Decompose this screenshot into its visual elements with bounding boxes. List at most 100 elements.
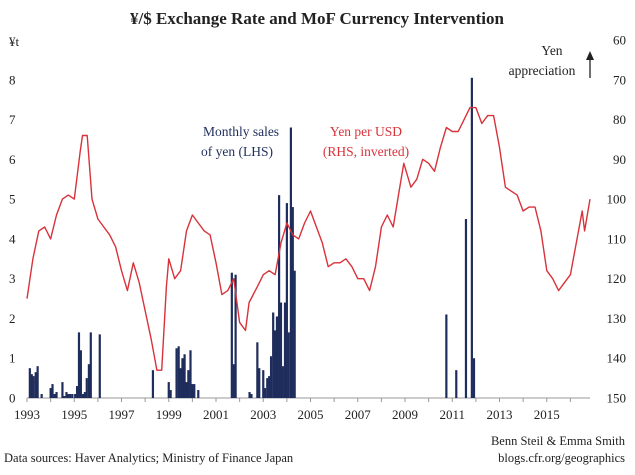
right-tick-label: 60 [613, 33, 626, 48]
intervention-bar [193, 384, 196, 398]
right-tick-label: 140 [607, 351, 627, 366]
intervention-bar [65, 392, 68, 398]
intervention-bar [175, 348, 178, 398]
intervention-bar [87, 364, 90, 398]
left-tick-label: 7 [9, 112, 16, 127]
right-tick-label: 90 [613, 152, 626, 167]
x-tick-label: 2005 [298, 407, 324, 422]
intervention-bar [181, 358, 184, 398]
intervention-bar [262, 370, 265, 398]
x-tick-label: 2003 [250, 407, 276, 422]
intervention-bar [283, 302, 287, 398]
intervention-bar [273, 330, 277, 398]
x-axis: 1993 1995 1997 1999 2001 2003 2005 2007 2009 2011… [14, 398, 571, 422]
intervention-bar [40, 394, 43, 398]
intervention-bar [89, 332, 92, 398]
intervention-bar [34, 372, 37, 398]
intervention-bar [75, 386, 79, 398]
intervention-bar [269, 356, 273, 398]
intervention-bar [264, 388, 267, 398]
intervention-bar [151, 370, 155, 398]
left-tick-label: 4 [9, 231, 16, 246]
intervention-bar [187, 370, 190, 398]
intervention-bar [289, 127, 292, 398]
yen-per-usd-line [26, 106, 591, 371]
intervention-bar [291, 207, 294, 398]
intervention-bar [464, 219, 468, 398]
bars-annotation-line-2: of yen (LHS) [201, 144, 273, 159]
appreciation-label-line-2: appreciation [509, 63, 576, 78]
left-tick-label: 1 [9, 351, 16, 366]
intervention-bar [169, 390, 172, 398]
left-tick-label: 5 [9, 192, 16, 207]
intervention-bar [36, 366, 39, 398]
intervention-bar [234, 274, 237, 398]
intervention-bar [281, 366, 284, 398]
x-tick-label: 2015 [534, 407, 560, 422]
line-annotation-line-2: (RHS, inverted) [323, 144, 409, 159]
intervention-bar [197, 390, 200, 398]
intervention-bar [272, 312, 275, 398]
intervention-bar [185, 382, 188, 398]
intervention-bar [293, 270, 296, 398]
intervention-bar [256, 342, 259, 398]
intervention-bar [287, 332, 290, 398]
intervention-bar [230, 272, 233, 398]
left-tick-label: 2 [9, 311, 16, 326]
intervention-bar [67, 394, 70, 398]
intervention-bar [232, 364, 235, 398]
intervention-bar [472, 358, 476, 398]
intervention-bar [28, 368, 31, 398]
right-tick-label: 100 [607, 192, 627, 207]
intervention-bar [81, 394, 85, 398]
intervention-bar [285, 203, 288, 398]
intervention-bar [74, 394, 77, 398]
right-tick-label: 120 [607, 271, 627, 286]
credit-url: blogs.cfr.org/geographics [498, 451, 625, 465]
right-tick-label: 80 [613, 112, 626, 127]
intervention-bar [77, 332, 81, 398]
intervention-bar [85, 378, 88, 398]
x-tick-label: 1993 [14, 407, 40, 422]
intervention-bar [189, 350, 192, 398]
intervention-bar [177, 346, 180, 398]
intervention-bar [61, 382, 64, 398]
intervention-bar [55, 392, 58, 398]
right-tick-label: 70 [613, 72, 626, 87]
intervention-bar [455, 370, 458, 398]
intervention-bar [167, 382, 170, 398]
x-tick-label: 2013 [487, 407, 513, 422]
intervention-bar [277, 195, 281, 398]
intervention-bar [98, 334, 101, 398]
right-axis: 60 70 80 90 100 110 120 130 140 150 [607, 33, 627, 406]
right-tick-label: 150 [607, 391, 627, 406]
line-annotation-line-1: Yen per USD [330, 124, 402, 139]
intervention-bar [71, 394, 74, 398]
left-tick-label: 3 [9, 271, 16, 286]
intervention-bar [183, 354, 186, 398]
x-tick-label: 1999 [156, 407, 182, 422]
intervention-bar [470, 77, 473, 399]
appreciation-label-line-1: Yen [541, 43, 562, 58]
left-tick-label: 6 [9, 152, 16, 167]
intervention-bar [275, 316, 279, 398]
intervention-bar [53, 394, 56, 398]
intervention-bar [191, 384, 194, 398]
intervention-bar [268, 376, 271, 398]
intervention-bar [248, 392, 251, 398]
intervention-bar [30, 374, 33, 398]
intervention-bar [83, 392, 86, 398]
left-tick-label: 8 [9, 72, 16, 87]
x-tick-label: 1995 [61, 407, 87, 422]
appreciation-arrow-icon [586, 51, 594, 78]
intervention-bar [279, 302, 283, 398]
right-tick-label: 130 [607, 311, 627, 326]
intervention-bar [266, 378, 269, 398]
x-tick-label: 2007 [345, 407, 372, 422]
credit-authors: Benn Steil & Emma Smith [491, 434, 626, 448]
intervention-bar [51, 384, 54, 398]
right-tick-label: 110 [607, 231, 626, 246]
x-tick-label: 2011 [439, 407, 465, 422]
x-tick-label: 2001 [203, 407, 229, 422]
